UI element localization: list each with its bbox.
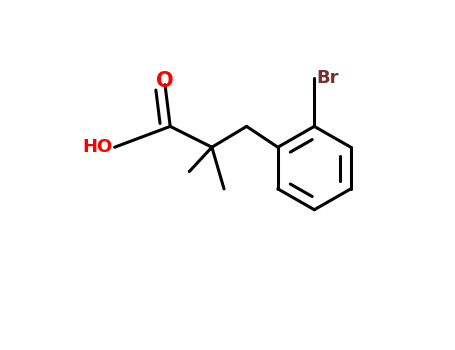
Text: O: O — [156, 71, 174, 91]
Text: Br: Br — [316, 69, 339, 87]
Text: HO: HO — [83, 138, 113, 156]
